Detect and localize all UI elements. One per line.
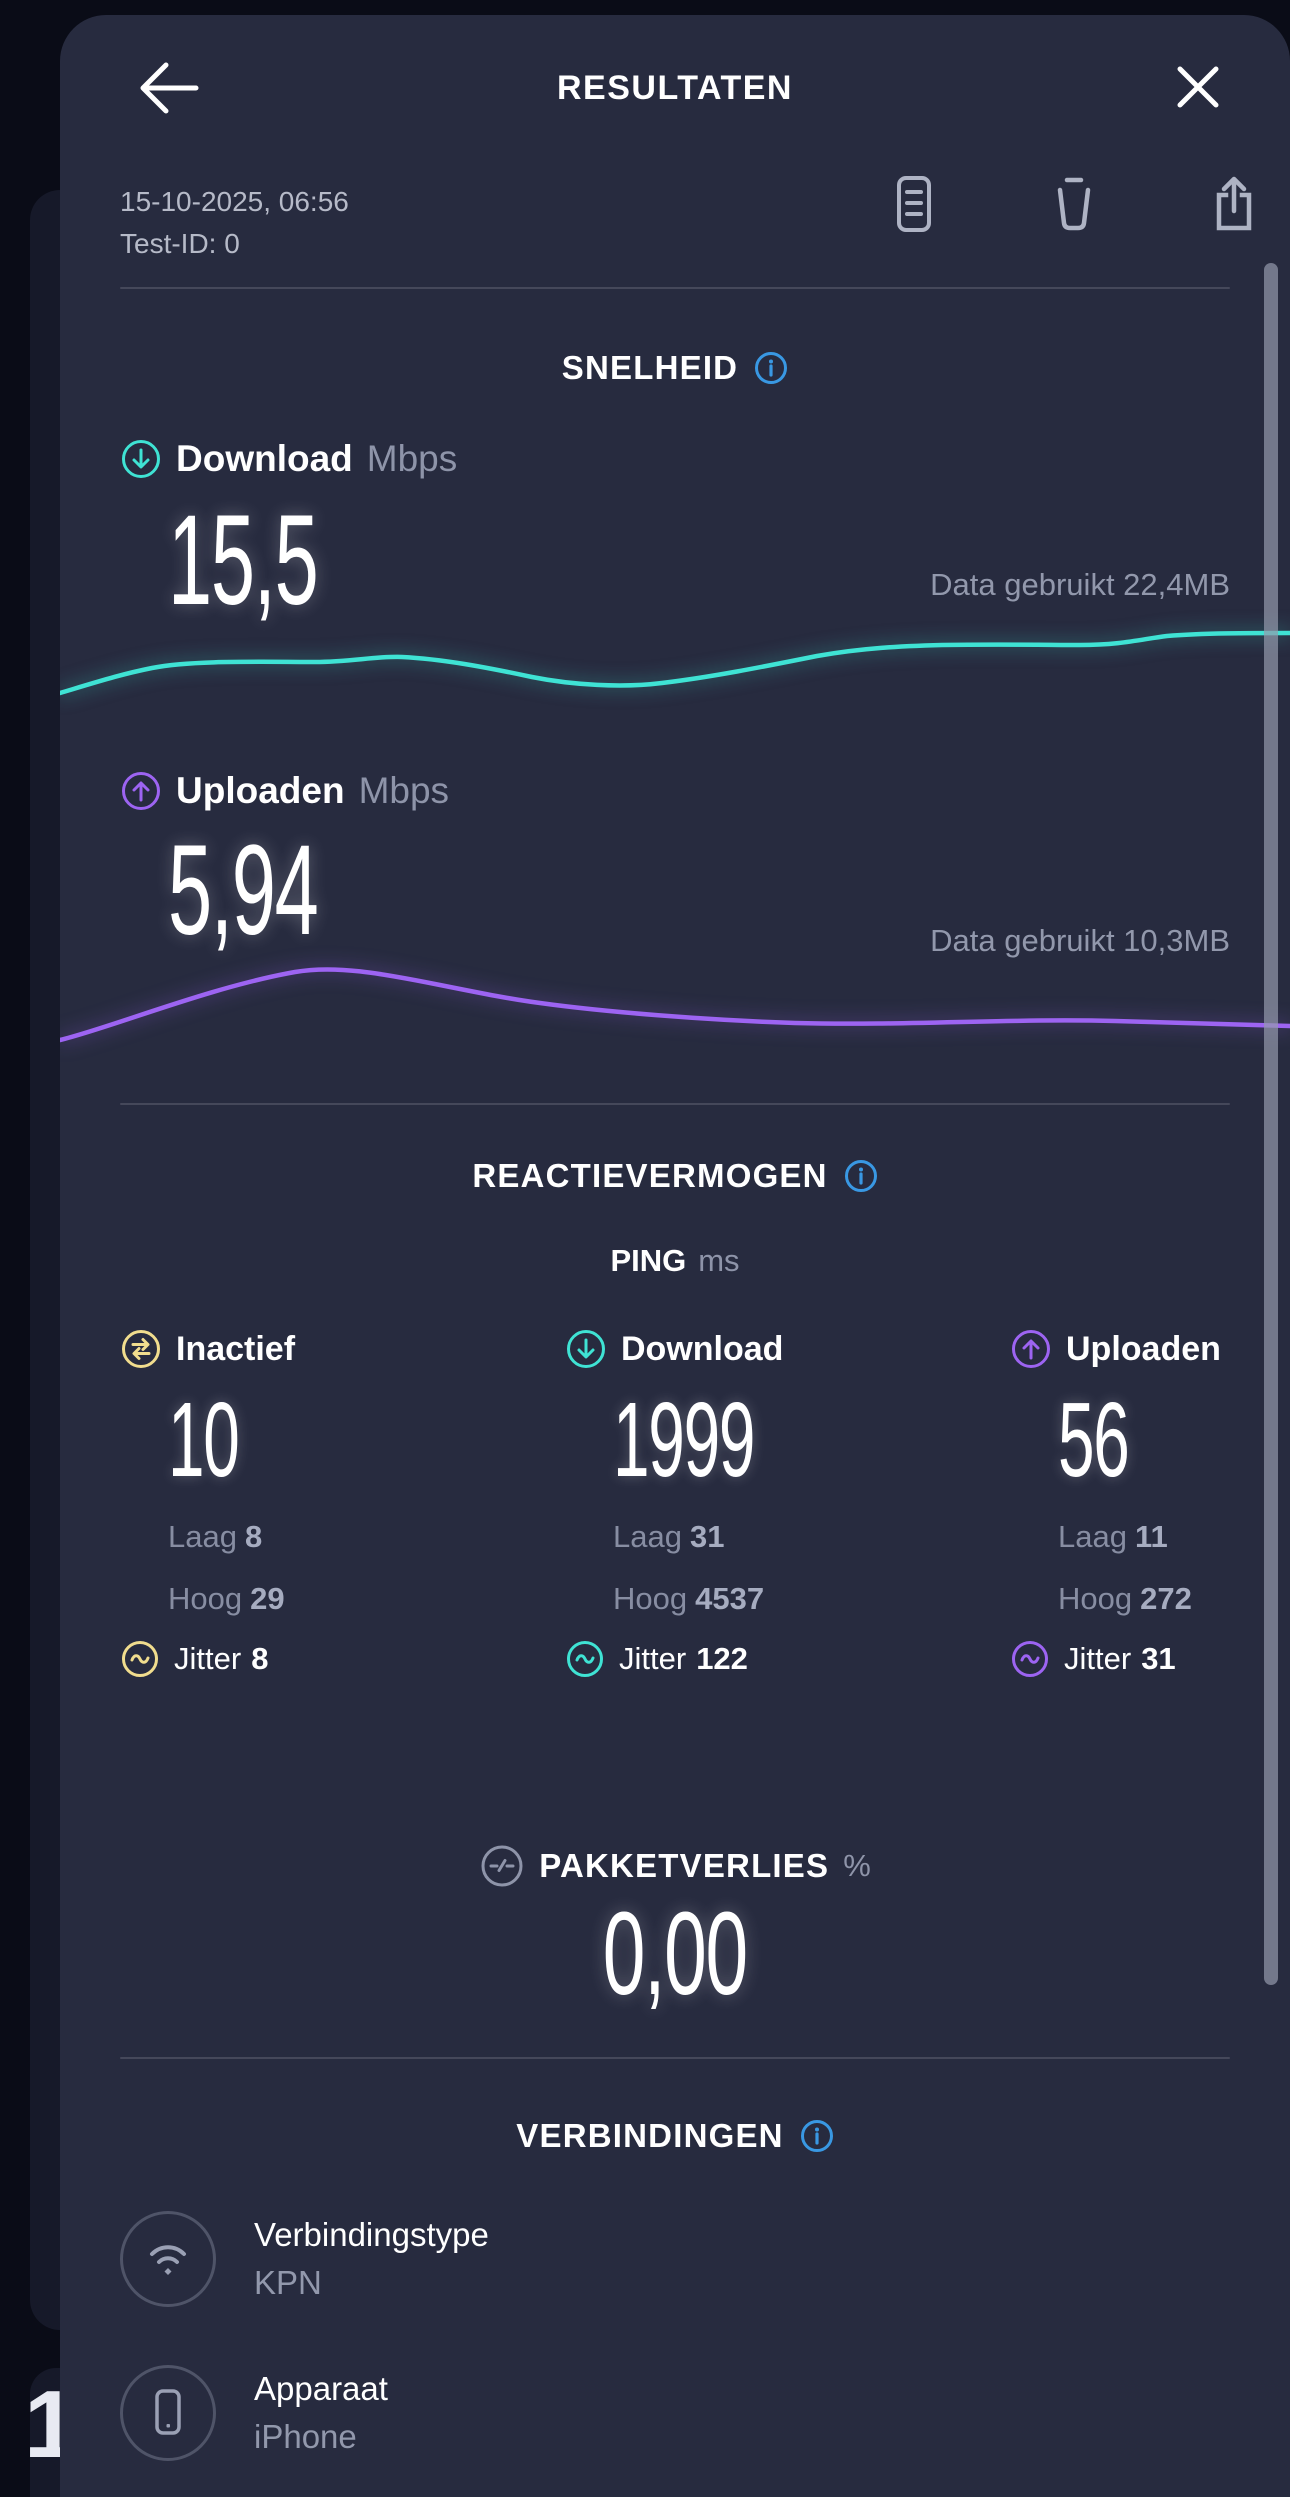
connection-type-label: Verbindingstype — [254, 2216, 489, 2253]
circle-arrow-down-icon — [120, 438, 162, 480]
idle-label: Inactief — [176, 1329, 296, 1368]
connections-section-title: VERBINDINGEN — [516, 2117, 784, 2154]
trash-icon — [1046, 173, 1102, 235]
ping-column-idle: Inactief 10 Laag 8 Hoog 29 Jitter 8 — [120, 1327, 565, 1679]
device-item: Apparaat iPhone — [120, 2365, 388, 2461]
test-date: 15-10-2025, 06:56 — [120, 186, 349, 217]
idle-label-row: Inactief — [120, 1327, 565, 1371]
idle-high: Hoog 29 — [168, 1581, 285, 1616]
upload-label: Uploaden — [176, 770, 345, 811]
packet-loss-value: 0,00 — [602, 1888, 748, 2020]
download-unit: Mbps — [366, 438, 458, 479]
result-details-button[interactable] — [886, 173, 942, 235]
download-low: Laag 31 — [613, 1519, 725, 1554]
wave-icon — [120, 1639, 160, 1679]
download-ping-label-row: Download — [565, 1327, 1010, 1371]
packet-loss-title: PAKKETVERLIES — [539, 1847, 830, 1884]
upload-jitter: Jitter 31 — [1010, 1639, 1290, 1679]
speed-section-header: SNELHEID — [60, 349, 1290, 387]
wave-icon — [1010, 1639, 1050, 1679]
connection-type-value: KPN — [254, 2264, 322, 2301]
wifi-icon — [120, 2211, 216, 2307]
upload-ping-value: 56 — [1058, 1381, 1130, 1499]
test-meta: 15-10-2025, 06:56 Test-ID: 0 — [120, 181, 349, 265]
upload-unit: Mbps — [358, 770, 450, 811]
circle-arrow-up-icon — [1010, 1328, 1052, 1370]
packet-loss-unit: % — [843, 1848, 871, 1883]
download-ping-label: Download — [621, 1329, 784, 1368]
pulse-icon — [479, 1843, 525, 1889]
device-text: Apparaat iPhone — [254, 2370, 388, 2456]
wave-icon — [565, 1639, 605, 1679]
back-arrow-icon — [132, 55, 204, 121]
download-jitter: Jitter 122 — [565, 1639, 1010, 1679]
ping-header: PING ms — [60, 1243, 1290, 1279]
circle-arrow-up-icon — [120, 770, 162, 812]
circle-arrow-down-icon — [565, 1328, 607, 1370]
info-icon[interactable] — [800, 2119, 834, 2153]
speed-section-title: SNELHEID — [561, 349, 739, 386]
download-label-row: Download Mbps — [120, 438, 457, 480]
connection-type-item: Verbindingstype KPN — [120, 2211, 489, 2307]
upload-label-row: Uploaden Mbps — [120, 770, 449, 812]
divider — [120, 1103, 1230, 1105]
download-ping-value: 1999 — [613, 1381, 755, 1499]
ping-column-download: Download 1999 Laag 31 Hoog 4537 Jitter 122 — [565, 1327, 1010, 1679]
idle-low: Laag 8 — [168, 1519, 263, 1554]
connection-type-text: Verbindingstype KPN — [254, 2216, 489, 2302]
idle-jitter: Jitter 8 — [120, 1639, 565, 1679]
upload-data-used: Data gebruikt 10,3MB — [930, 923, 1230, 958]
responsiveness-section-title: REACTIEVERMOGEN — [472, 1157, 828, 1194]
packet-loss-header: PAKKETVERLIES % — [60, 1843, 1290, 1889]
upload-low: Laag 11 — [1058, 1519, 1168, 1554]
result-details-icon — [886, 173, 942, 235]
test-id: Test-ID: 0 — [120, 228, 240, 259]
download-data-used: Data gebruikt 22,4MB — [930, 567, 1230, 602]
delete-result-button[interactable] — [1046, 173, 1102, 235]
scrollbar[interactable] — [1264, 263, 1278, 1985]
bidirectional-arrows-icon — [120, 1328, 162, 1370]
upload-value: 5,94 — [168, 819, 319, 962]
page-title: RESULTATEN — [557, 69, 793, 107]
download-high: Hoog 4537 — [613, 1581, 765, 1616]
divider — [120, 2057, 1230, 2059]
device-label: Apparaat — [254, 2370, 388, 2407]
download-label: Download — [176, 438, 353, 479]
upload-ping-label: Uploaden — [1066, 1329, 1221, 1368]
ping-unit: ms — [698, 1243, 740, 1278]
device-value: iPhone — [254, 2418, 357, 2455]
result-actions — [886, 173, 1262, 235]
phone-icon — [120, 2365, 216, 2461]
divider — [120, 287, 1230, 289]
info-icon[interactable] — [844, 1159, 878, 1193]
info-icon[interactable] — [754, 351, 788, 385]
connections-section-header: VERBINDINGEN — [60, 2117, 1290, 2155]
ping-column-upload: Uploaden 56 Laag 11 Hoog 272 Jitter 31 — [1010, 1327, 1290, 1679]
upload-ping-label-row: Uploaden — [1010, 1327, 1290, 1371]
ping-label: PING — [610, 1243, 687, 1278]
share-icon — [1206, 173, 1262, 235]
results-card: RESULTATEN 15-10-2025, 06:56 Test-ID: 0 — [60, 15, 1290, 2497]
idle-ping-value: 10 — [168, 1381, 240, 1499]
close-icon — [1172, 61, 1224, 113]
upload-high: Hoog 272 — [1058, 1581, 1192, 1616]
close-button[interactable] — [1172, 61, 1224, 113]
back-button[interactable] — [132, 55, 204, 121]
download-value: 15,5 — [168, 489, 319, 632]
upload-chart — [60, 967, 1290, 1043]
share-result-button[interactable] — [1206, 173, 1262, 235]
responsiveness-section-header: REACTIEVERMOGEN — [60, 1157, 1290, 1195]
ping-grid: Inactief 10 Laag 8 Hoog 29 Jitter 8 — [120, 1327, 1290, 1679]
